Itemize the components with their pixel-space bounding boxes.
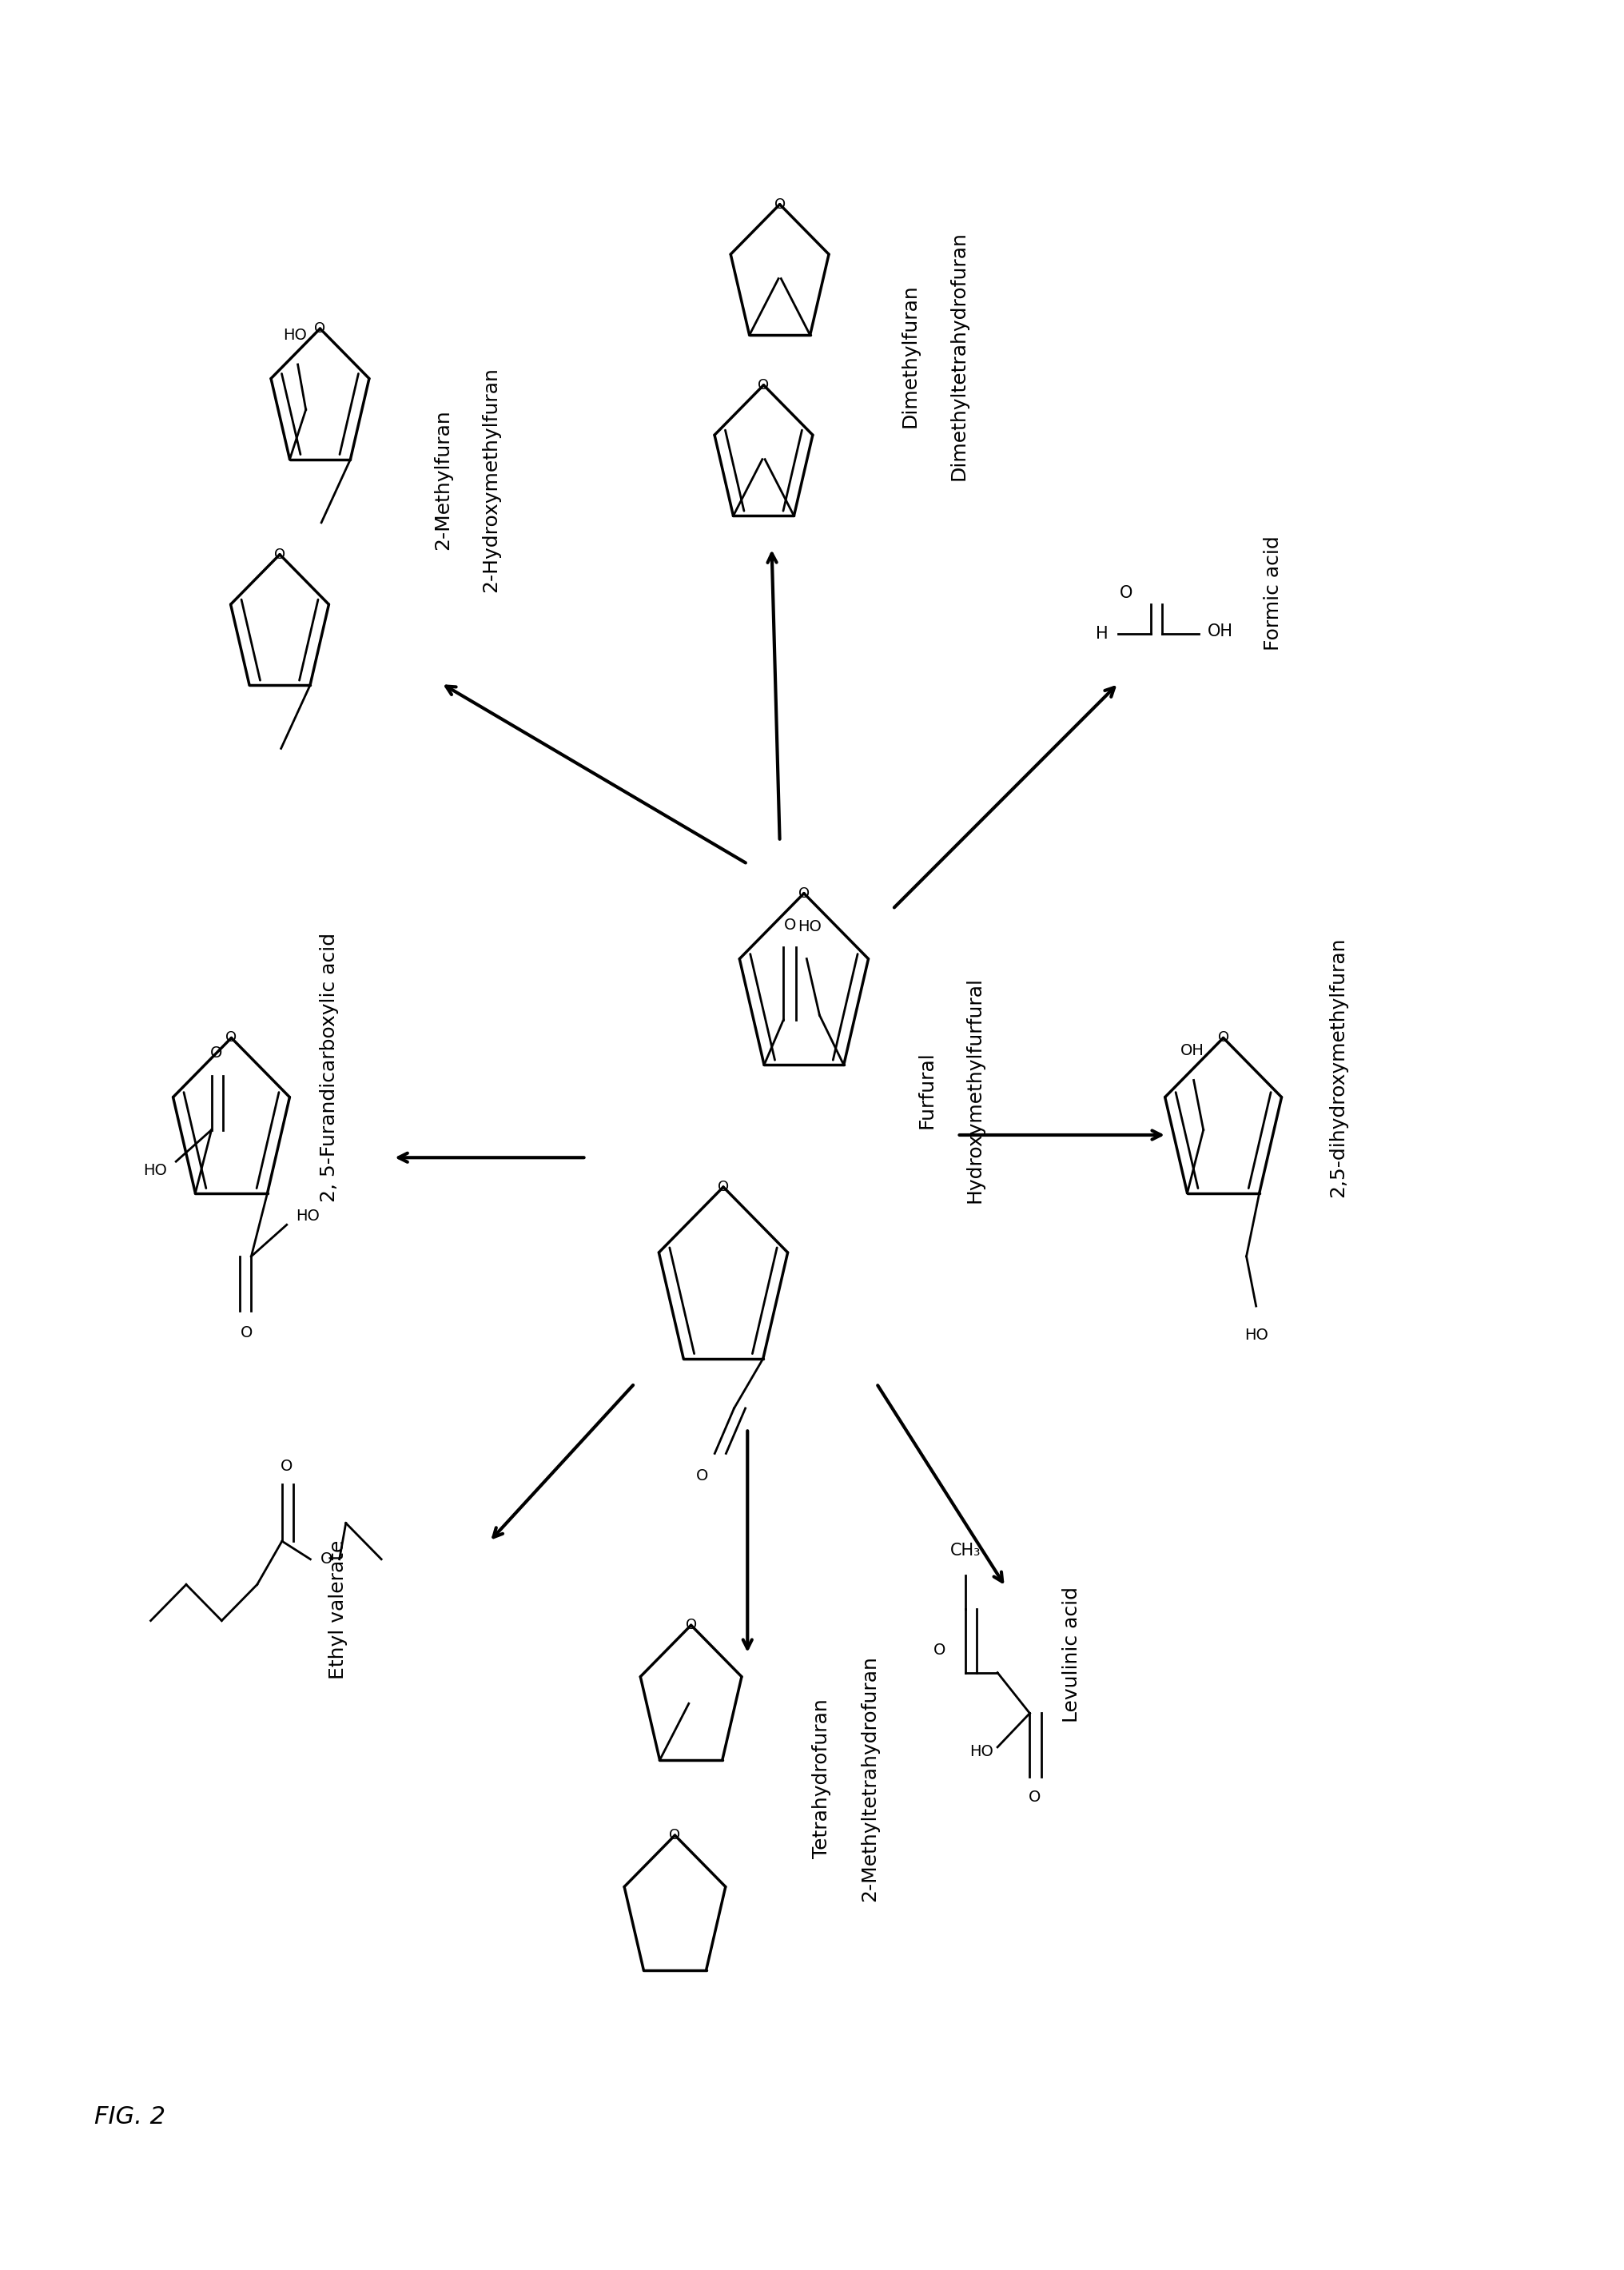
Text: O: O	[758, 377, 770, 393]
Text: O: O	[1028, 1789, 1041, 1805]
Text: Hydroxymethylfurfural: Hydroxymethylfurfural	[965, 976, 984, 1203]
Text: Tetrahydrofuran: Tetrahydrofuran	[812, 1698, 831, 1859]
Text: O: O	[209, 1046, 222, 1060]
Text: Ethyl valerate: Ethyl valerate	[328, 1539, 348, 1680]
Text: HO: HO	[283, 327, 307, 343]
Text: 2-Hydroxymethylfuran: 2-Hydroxymethylfuran	[481, 368, 500, 592]
Text: O: O	[799, 885, 810, 901]
Text: HO: HO	[296, 1208, 320, 1224]
Text: OH: OH	[1181, 1044, 1203, 1058]
Text: O: O	[315, 322, 326, 336]
Text: O: O	[320, 1553, 333, 1566]
Text: Dimethylfuran: Dimethylfuran	[901, 284, 919, 427]
Text: O: O	[695, 1469, 708, 1485]
Text: CH₃: CH₃	[950, 1544, 981, 1559]
Text: O: O	[685, 1619, 697, 1632]
Text: 2-Methyltetrahydrofuran: 2-Methyltetrahydrofuran	[861, 1655, 880, 1902]
Text: 2-Methylfuran: 2-Methylfuran	[434, 409, 451, 549]
Text: O: O	[1121, 586, 1134, 602]
Text: O: O	[669, 1827, 680, 1843]
Text: Dimethyltetrahydrofuran: Dimethyltetrahydrofuran	[948, 232, 968, 481]
Text: OH: OH	[1207, 624, 1233, 640]
Text: Furfural: Furfural	[918, 1051, 935, 1128]
Text: O: O	[274, 547, 286, 561]
Text: Formic acid: Formic acid	[1263, 536, 1283, 649]
Text: O: O	[784, 917, 796, 933]
Text: HO: HO	[143, 1162, 167, 1178]
Text: O: O	[281, 1460, 292, 1473]
Text: FIG. 2: FIG. 2	[94, 2107, 166, 2129]
Text: 2, 5-Furandicarboxylic acid: 2, 5-Furandicarboxylic acid	[320, 933, 339, 1201]
Text: HO: HO	[1244, 1328, 1268, 1344]
Text: O: O	[718, 1180, 729, 1194]
Text: O: O	[775, 197, 786, 211]
Text: H: H	[1096, 627, 1109, 642]
Text: O: O	[934, 1643, 945, 1657]
Text: O: O	[240, 1326, 253, 1342]
Text: O: O	[226, 1031, 237, 1044]
Text: HO: HO	[970, 1743, 994, 1759]
Text: O: O	[1218, 1031, 1229, 1044]
Text: Levulinic acid: Levulinic acid	[1062, 1587, 1082, 1723]
Text: 2,5-dihydroxymethylfuran: 2,5-dihydroxymethylfuran	[1328, 938, 1348, 1196]
Text: HO: HO	[797, 919, 822, 935]
